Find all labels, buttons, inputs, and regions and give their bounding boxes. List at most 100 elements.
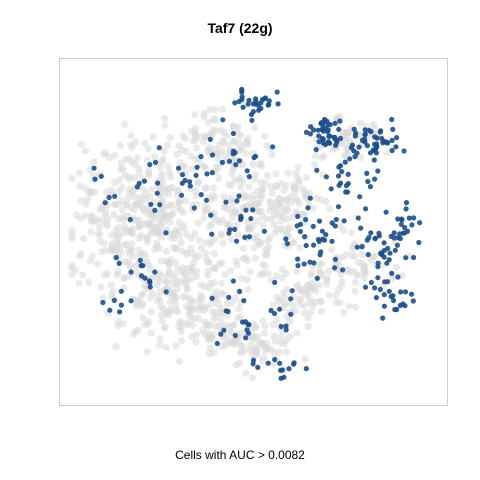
background-cell-point bbox=[176, 358, 183, 365]
background-cell-point bbox=[282, 182, 289, 189]
auc-positive-cell-point bbox=[398, 236, 403, 241]
background-cell-point bbox=[166, 134, 173, 141]
background-cell-point bbox=[87, 257, 94, 264]
background-cell-point bbox=[158, 304, 165, 311]
auc-positive-cell-point bbox=[374, 144, 379, 149]
auc-positive-cell-point bbox=[385, 140, 390, 145]
background-cell-point bbox=[158, 257, 165, 264]
auc-positive-cell-point bbox=[231, 131, 236, 136]
background-cell-point bbox=[326, 205, 333, 212]
background-cell-point bbox=[351, 288, 358, 295]
background-cell-point bbox=[150, 133, 157, 140]
background-cell-point bbox=[76, 183, 83, 190]
auc-positive-cell-point bbox=[236, 193, 241, 198]
auc-positive-cell-point bbox=[247, 174, 252, 179]
auc-positive-cell-point bbox=[148, 284, 153, 289]
auc-positive-cell-point bbox=[337, 183, 342, 188]
auc-positive-cell-point bbox=[302, 234, 307, 239]
background-cell-point bbox=[185, 305, 192, 312]
auc-positive-cell-point bbox=[256, 108, 261, 113]
auc-positive-cell-point bbox=[344, 183, 349, 188]
background-cell-point bbox=[228, 171, 235, 178]
background-cell-point bbox=[76, 253, 83, 260]
auc-positive-cell-point bbox=[238, 214, 243, 219]
background-cell-point bbox=[139, 194, 146, 201]
background-cell-point bbox=[220, 193, 227, 200]
auc-positive-cell-point bbox=[278, 376, 283, 381]
background-cell-point bbox=[205, 146, 212, 153]
background-cell-point bbox=[201, 110, 208, 117]
auc-positive-cell-point bbox=[378, 287, 383, 292]
background-cell-point bbox=[263, 142, 270, 149]
background-cell-point bbox=[221, 342, 228, 349]
background-cell-point bbox=[145, 262, 152, 269]
background-cell-point bbox=[135, 247, 142, 254]
background-cell-point bbox=[146, 172, 153, 179]
auc-positive-cell-point bbox=[365, 179, 370, 184]
background-cell-point bbox=[88, 228, 95, 235]
background-cell-point bbox=[148, 330, 155, 337]
background-cell-point bbox=[232, 209, 239, 216]
auc-positive-cell-point bbox=[380, 316, 385, 321]
background-cell-point bbox=[207, 240, 214, 247]
background-cell-point bbox=[173, 151, 180, 158]
background-cell-point bbox=[144, 317, 151, 324]
auc-positive-cell-point bbox=[360, 244, 365, 249]
background-cell-point bbox=[68, 175, 75, 182]
background-cell-point bbox=[188, 316, 195, 323]
auc-positive-cell-point bbox=[260, 97, 265, 102]
auc-positive-cell-point bbox=[195, 165, 200, 170]
background-cell-point bbox=[270, 321, 277, 328]
background-cell-point bbox=[127, 227, 134, 234]
auc-positive-cell-point bbox=[232, 227, 237, 232]
auc-positive-cell-point bbox=[93, 177, 98, 182]
background-cell-point bbox=[299, 186, 306, 193]
background-cell-point bbox=[285, 170, 292, 177]
background-cell-point bbox=[162, 204, 169, 211]
background-cell-point bbox=[217, 311, 224, 318]
auc-positive-cell-point bbox=[356, 145, 361, 150]
auc-positive-cell-point bbox=[204, 198, 209, 203]
background-cell-point bbox=[126, 155, 133, 162]
auc-positive-cell-point bbox=[215, 341, 220, 346]
auc-positive-cell-point bbox=[351, 148, 356, 153]
auc-positive-cell-point bbox=[365, 143, 370, 148]
auc-positive-cell-point bbox=[248, 216, 253, 221]
auc-positive-cell-point bbox=[343, 160, 348, 165]
auc-positive-cell-point bbox=[262, 229, 267, 234]
auc-positive-cell-point bbox=[384, 261, 389, 266]
background-cell-point bbox=[277, 333, 284, 340]
background-cell-point bbox=[219, 106, 226, 113]
background-cell-point bbox=[273, 294, 280, 301]
auc-positive-cell-point bbox=[363, 206, 368, 211]
background-cell-point bbox=[249, 374, 256, 381]
background-cell-point bbox=[312, 152, 319, 159]
background-cell-point bbox=[281, 340, 288, 347]
background-cell-point bbox=[319, 154, 326, 161]
background-cell-point bbox=[207, 345, 214, 352]
background-cell-point bbox=[108, 231, 115, 238]
auc-positive-cell-point bbox=[234, 198, 239, 203]
background-cell-point bbox=[116, 246, 123, 253]
background-cell-point bbox=[263, 344, 270, 351]
background-cell-point bbox=[209, 335, 216, 342]
background-cell-point bbox=[178, 239, 185, 246]
auc-positive-cell-point bbox=[316, 133, 321, 138]
background-cell-point bbox=[294, 197, 301, 204]
auc-positive-cell-point bbox=[362, 132, 367, 137]
auc-positive-cell-point bbox=[237, 158, 242, 163]
background-cell-point bbox=[293, 330, 300, 337]
background-cell-point bbox=[361, 263, 368, 270]
auc-positive-cell-point bbox=[372, 157, 377, 162]
background-cell-point bbox=[218, 260, 225, 267]
background-cell-point bbox=[344, 129, 351, 136]
background-cell-point bbox=[124, 195, 131, 202]
auc-positive-cell-point bbox=[220, 160, 225, 165]
background-cell-point bbox=[238, 275, 245, 282]
auc-positive-cell-point bbox=[138, 258, 143, 263]
background-cell-point bbox=[231, 177, 238, 184]
background-cell-point bbox=[234, 231, 241, 238]
background-cell-point bbox=[271, 230, 278, 237]
background-cell-point bbox=[133, 217, 140, 224]
background-cell-point bbox=[151, 153, 158, 160]
